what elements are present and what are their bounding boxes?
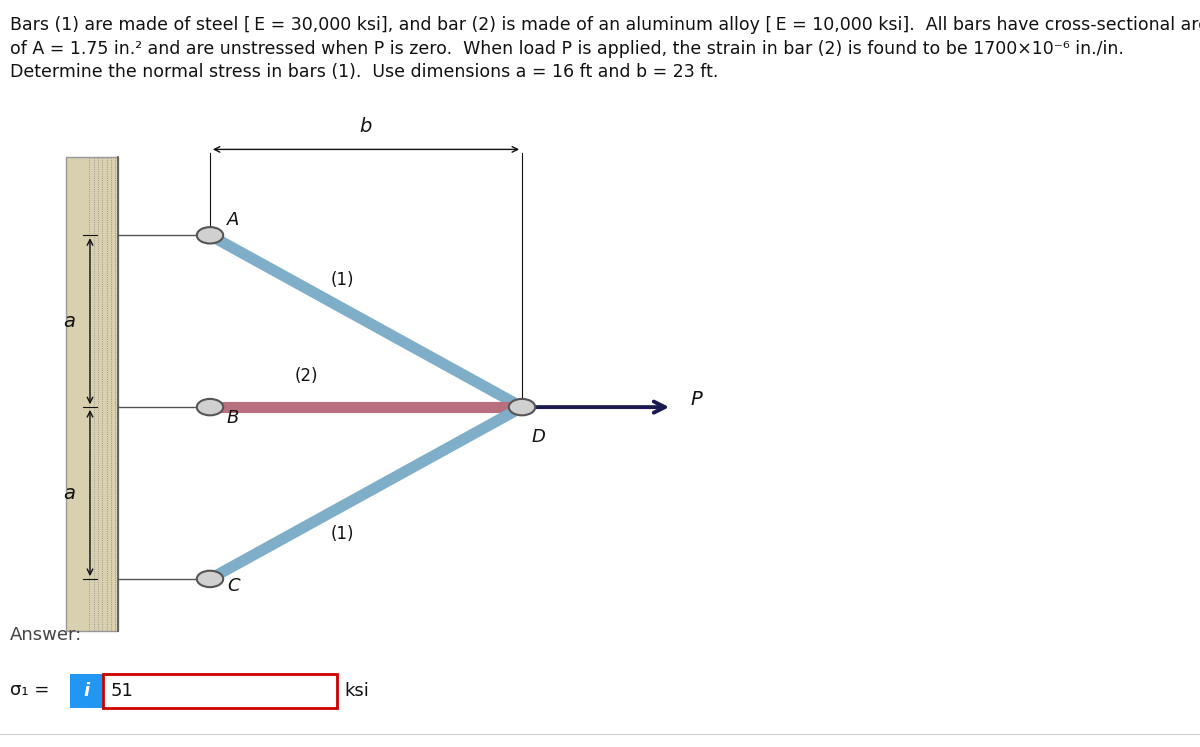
Text: Answer:: Answer:	[10, 626, 82, 644]
Bar	[66, 157, 118, 631]
Text: (1): (1)	[330, 271, 354, 289]
Text: Determine the normal stress in bars (1).  Use dimensions a = 16 ft and b = 23 ft: Determine the normal stress in bars (1).…	[10, 63, 718, 81]
Text: D: D	[532, 428, 546, 446]
Text: i: i	[83, 682, 90, 700]
Circle shape	[197, 227, 223, 244]
Text: $b$: $b$	[359, 117, 373, 136]
Text: C: C	[227, 577, 240, 595]
Text: (2): (2)	[294, 367, 318, 385]
Text: (1): (1)	[330, 525, 354, 543]
Text: Bars (1) are made of steel [ E = 30,000 ksi], and bar (2) is made of an aluminum: Bars (1) are made of steel [ E = 30,000 …	[10, 16, 1200, 34]
Text: $a$: $a$	[62, 483, 76, 503]
FancyBboxPatch shape	[70, 674, 103, 708]
Text: B: B	[227, 409, 239, 427]
Text: of A = 1.75 in.² and are unstressed when P is zero.  When load P is applied, the: of A = 1.75 in.² and are unstressed when…	[10, 40, 1123, 58]
Text: A: A	[227, 211, 239, 229]
Text: 51: 51	[110, 682, 133, 700]
Circle shape	[197, 571, 223, 587]
Text: σ₁ =: σ₁ =	[10, 681, 49, 699]
Circle shape	[197, 399, 223, 415]
FancyBboxPatch shape	[103, 674, 337, 708]
Text: $P$: $P$	[690, 390, 703, 409]
Text: $a$: $a$	[62, 311, 76, 331]
Circle shape	[509, 399, 535, 415]
Text: ksi: ksi	[344, 682, 370, 700]
